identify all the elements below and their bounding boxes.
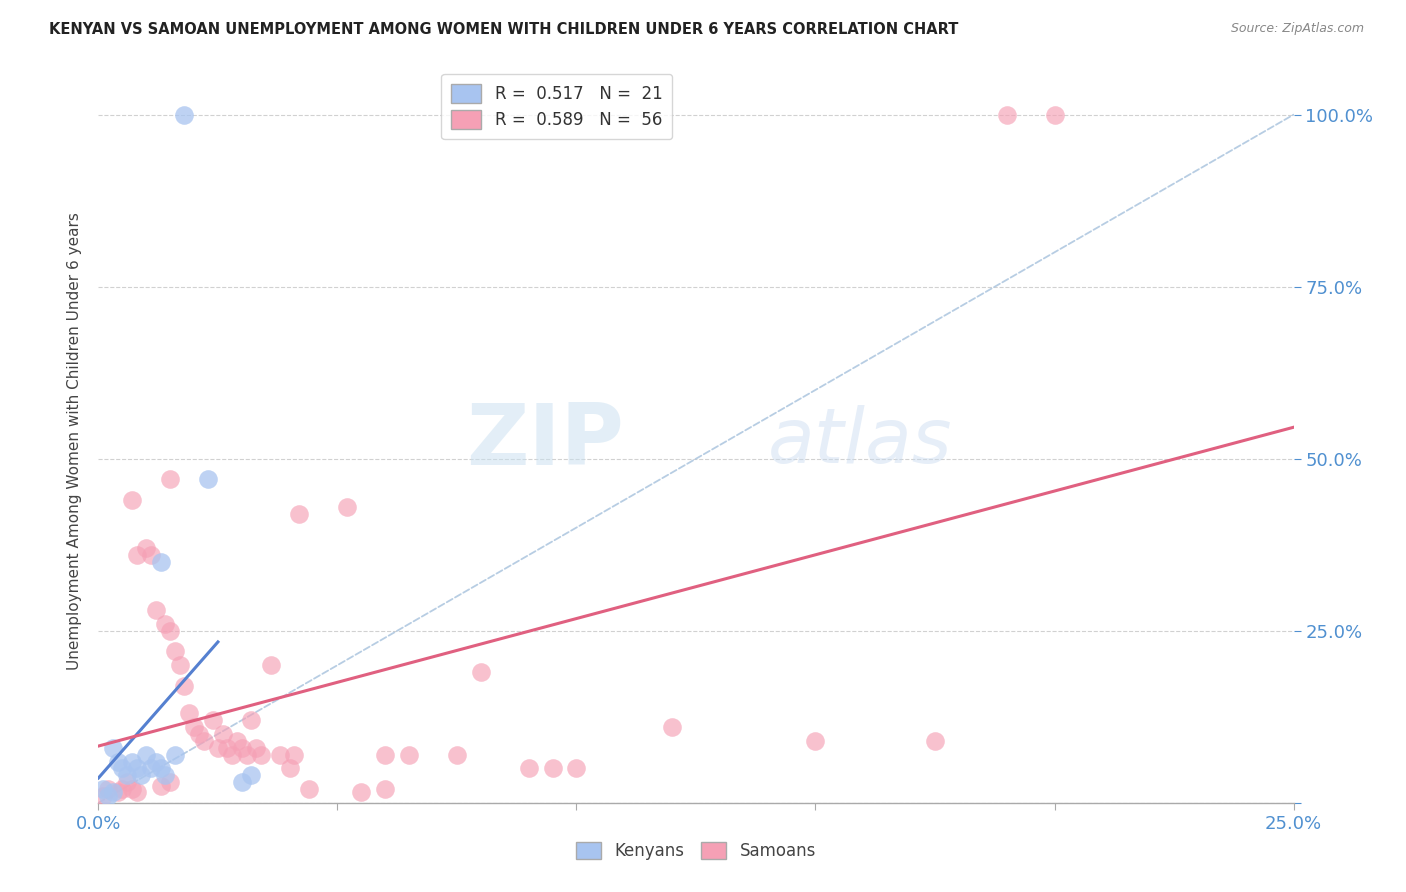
Point — [149, 555, 172, 569]
Point — [159, 624, 181, 638]
Point — [240, 713, 263, 727]
Point — [163, 747, 186, 762]
Point — [250, 747, 273, 762]
Point — [107, 755, 129, 769]
Point — [121, 782, 143, 797]
Point — [259, 658, 281, 673]
Point — [470, 665, 492, 679]
Point — [231, 740, 253, 755]
Point — [155, 768, 177, 782]
Point — [202, 713, 225, 727]
Point — [125, 761, 148, 775]
Point — [565, 761, 588, 775]
Text: Source: ZipAtlas.com: Source: ZipAtlas.com — [1230, 22, 1364, 36]
Point — [115, 775, 138, 789]
Text: KENYAN VS SAMOAN UNEMPLOYMENT AMONG WOMEN WITH CHILDREN UNDER 6 YEARS CORRELATIO: KENYAN VS SAMOAN UNEMPLOYMENT AMONG WOME… — [49, 22, 959, 37]
Point — [173, 679, 195, 693]
Point — [163, 644, 186, 658]
Point — [1043, 108, 1066, 122]
Point — [139, 548, 162, 562]
Text: ZIP: ZIP — [467, 400, 624, 483]
Point — [235, 747, 257, 762]
Point — [91, 782, 114, 797]
Point — [207, 740, 229, 755]
Legend: Kenyans, Samoans: Kenyans, Samoans — [569, 835, 823, 867]
Point — [283, 747, 305, 762]
Point — [159, 775, 181, 789]
Point — [183, 720, 205, 734]
Point — [111, 782, 134, 797]
Point — [179, 706, 201, 721]
Point — [121, 755, 143, 769]
Point — [131, 768, 153, 782]
Point — [193, 734, 215, 748]
Point — [446, 747, 468, 762]
Point — [97, 789, 120, 803]
Point — [350, 785, 373, 799]
Point — [187, 727, 209, 741]
Point — [298, 782, 321, 797]
Point — [159, 472, 181, 486]
Point — [139, 761, 162, 775]
Text: atlas: atlas — [768, 405, 952, 478]
Point — [398, 747, 420, 762]
Point — [245, 740, 267, 755]
Point — [149, 779, 172, 793]
Point — [217, 740, 239, 755]
Point — [107, 785, 129, 799]
Point — [211, 727, 233, 741]
Point — [278, 761, 301, 775]
Point — [197, 472, 219, 486]
Point — [517, 761, 540, 775]
Point — [240, 768, 263, 782]
Point — [336, 500, 359, 514]
Point — [924, 734, 946, 748]
Point — [221, 747, 243, 762]
Point — [145, 755, 167, 769]
Point — [145, 603, 167, 617]
Point — [121, 493, 143, 508]
Point — [149, 761, 172, 775]
Point — [135, 541, 157, 556]
Point — [125, 785, 148, 799]
Point — [288, 507, 311, 521]
Point — [173, 108, 195, 122]
Point — [231, 775, 253, 789]
Point — [125, 548, 148, 562]
Point — [169, 658, 191, 673]
Point — [661, 720, 683, 734]
Point — [226, 734, 249, 748]
Point — [101, 740, 124, 755]
Point — [374, 782, 396, 797]
Point — [97, 782, 120, 797]
Point — [115, 768, 138, 782]
Y-axis label: Unemployment Among Women with Children Under 6 years: Unemployment Among Women with Children U… — [66, 212, 82, 671]
Point — [374, 747, 396, 762]
Point — [135, 747, 157, 762]
Point — [111, 761, 134, 775]
Point — [995, 108, 1018, 122]
Point — [804, 734, 827, 748]
Point — [155, 616, 177, 631]
Point — [91, 789, 114, 803]
Point — [541, 761, 564, 775]
Point — [269, 747, 291, 762]
Point — [101, 785, 124, 799]
